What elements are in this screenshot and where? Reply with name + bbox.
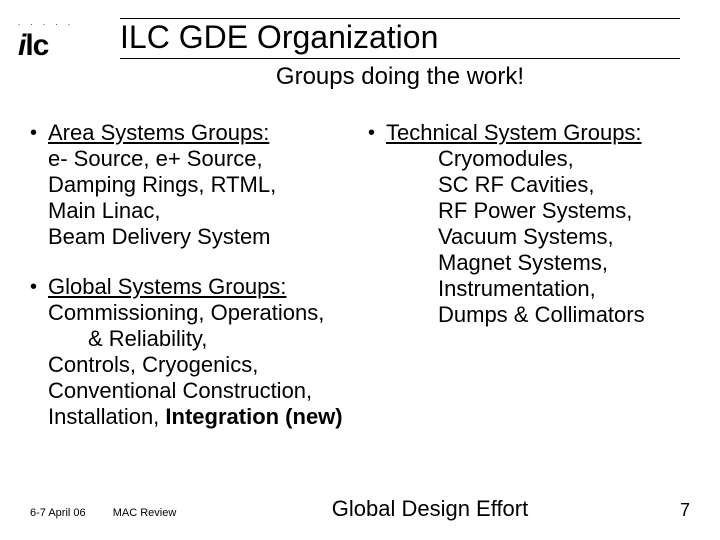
area-systems-heading: Area Systems Groups: xyxy=(48,120,269,146)
slide-title: ILC GDE Organization xyxy=(120,19,680,56)
footer-meeting: MAC Review xyxy=(113,507,177,519)
technical-systems-heading: Technical System Groups: xyxy=(386,120,642,146)
logo-dots: . . . . . xyxy=(18,18,74,27)
technical-systems-block: • Technical System Groups: Cryomodules, … xyxy=(368,120,690,328)
bullet-dot-icon: • xyxy=(30,120,48,146)
footer-left: 6-7 April 06 MAC Review xyxy=(30,507,210,519)
left-column: • Area Systems Groups: e- Source, e+ Sou… xyxy=(30,120,360,454)
global-systems-block: • Global Systems Groups: Commissioning, … xyxy=(30,274,352,430)
footer: 6-7 April 06 MAC Review Global Design Ef… xyxy=(30,496,690,522)
logo-text: ilc xyxy=(18,29,48,62)
footer-center: Global Design Effort xyxy=(210,496,650,522)
global-line: Conventional Construction, xyxy=(48,378,352,404)
global-systems-heading: Global Systems Groups: xyxy=(48,274,286,300)
tech-line: SC RF Cavities, xyxy=(438,172,690,198)
area-line: Damping Rings, RTML, xyxy=(48,172,352,198)
area-systems-head: • Area Systems Groups: xyxy=(30,120,352,146)
tech-line: Vacuum Systems, xyxy=(438,224,690,250)
global-systems-head: • Global Systems Groups: xyxy=(30,274,352,300)
tech-line: Cryomodules, xyxy=(438,146,690,172)
title-area: ILC GDE Organization Groups doing the wo… xyxy=(120,18,680,91)
logo-lc: lc xyxy=(25,29,48,62)
footer-date: 6-7 April 06 xyxy=(30,507,86,519)
logo: . . . . . ilc xyxy=(18,18,74,63)
global-line: Controls, Cryogenics, xyxy=(48,352,352,378)
footer-page-number: 7 xyxy=(650,500,690,521)
global-line: Installation, Integration (new) xyxy=(48,404,352,430)
slide-subtitle: Groups doing the work! xyxy=(120,63,680,91)
area-systems-block: • Area Systems Groups: e- Source, e+ Sou… xyxy=(30,120,352,250)
tech-line: Magnet Systems, xyxy=(438,250,690,276)
title-rule-bottom xyxy=(120,58,680,59)
right-column: • Technical System Groups: Cryomodules, … xyxy=(360,120,690,454)
global-systems-lines: Commissioning, Operations, & Reliability… xyxy=(48,300,352,430)
tech-line: RF Power Systems, xyxy=(438,198,690,224)
bullet-dot-icon: • xyxy=(368,120,386,146)
tech-line: Instrumentation, xyxy=(438,276,690,302)
technical-systems-lines: Cryomodules, SC RF Cavities, RF Power Sy… xyxy=(438,146,690,328)
global-line-prefix: Installation, xyxy=(48,404,165,429)
area-line: e- Source, e+ Source, xyxy=(48,146,352,172)
tech-line: Dumps & Collimators xyxy=(438,302,690,328)
slide: . . . . . ilc ILC GDE Organization Group… xyxy=(0,0,720,540)
bullet-dot-icon: • xyxy=(30,274,48,300)
area-systems-lines: e- Source, e+ Source, Damping Rings, RTM… xyxy=(48,146,352,250)
global-line-indent: & Reliability, xyxy=(48,326,352,352)
area-line: Beam Delivery System xyxy=(48,224,352,250)
content: • Area Systems Groups: e- Source, e+ Sou… xyxy=(30,120,690,454)
technical-systems-head: • Technical System Groups: xyxy=(368,120,690,146)
global-line-bold: Integration (new) xyxy=(165,404,342,429)
global-line: Commissioning, Operations, xyxy=(48,300,352,326)
area-line: Main Linac, xyxy=(48,198,352,224)
